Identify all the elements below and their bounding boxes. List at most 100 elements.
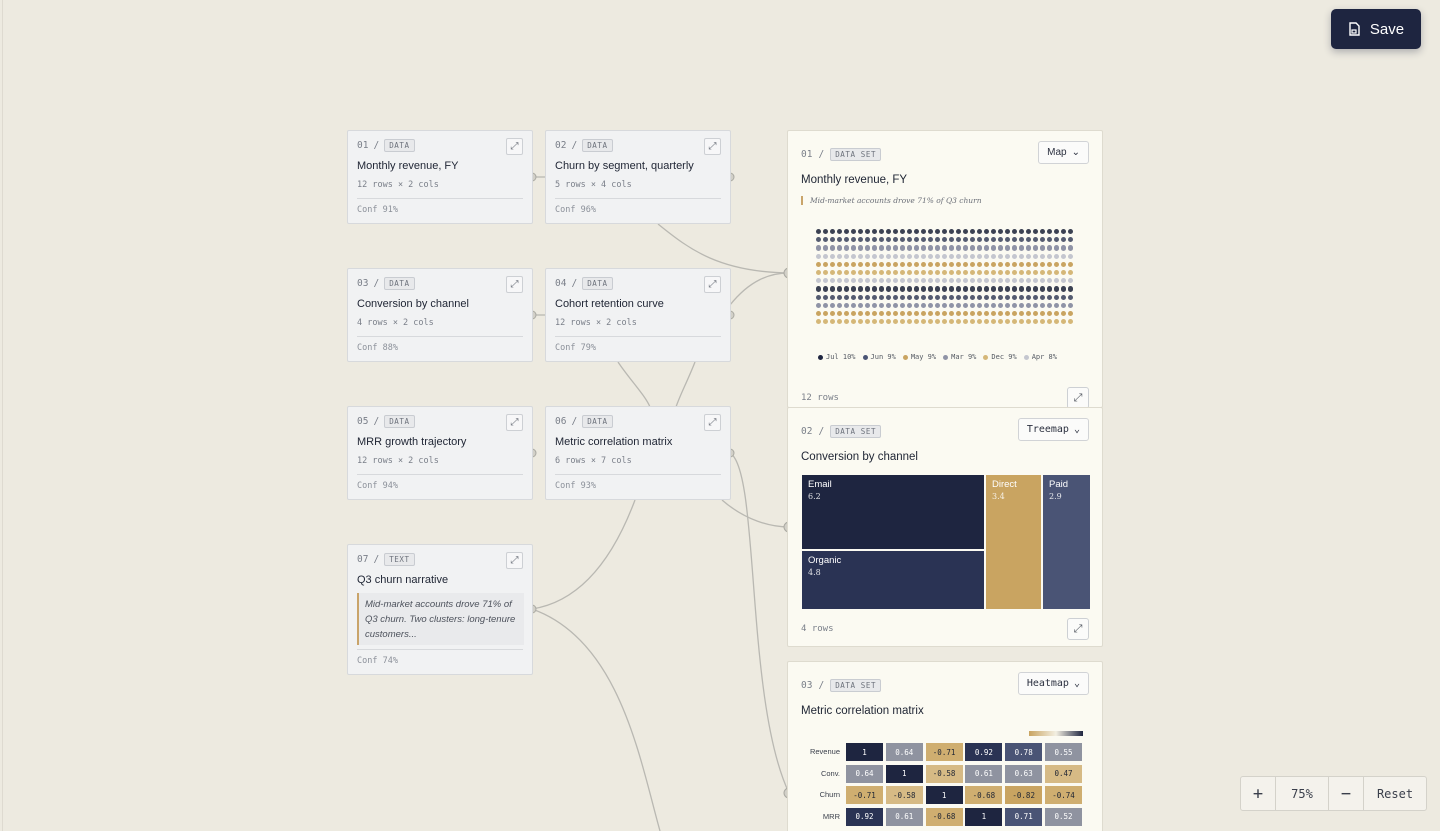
waffle-dot (956, 319, 962, 325)
treemap-tile[interactable]: Email 6.2 (801, 474, 985, 550)
zoom-out-button[interactable]: − (1329, 777, 1364, 810)
view-select[interactable]: Heatmap ⌄ (1017, 672, 1089, 695)
heatmap-cell[interactable]: 1 (964, 806, 1004, 827)
waffle-dot (900, 270, 906, 276)
waffle-dot (984, 270, 990, 276)
waffle-dot (970, 270, 976, 276)
expand-icon[interactable]: ⤢ (1067, 618, 1089, 640)
heatmap-cell[interactable]: -0.58 (924, 763, 964, 784)
save-button[interactable]: Save (1331, 9, 1421, 49)
waffle-dot (977, 261, 983, 267)
source-node[interactable]: 07 / TEXT ⤢ Q3 churn narrative Mid-marke… (347, 544, 533, 675)
wire-04-06a (617, 361, 651, 408)
waffle-dot (984, 237, 990, 243)
waffle-dot (1033, 237, 1039, 243)
heatmap-cell[interactable]: 0.71 (1004, 806, 1044, 827)
waffle-dot (991, 270, 997, 276)
heatmap-cell[interactable]: 1 (884, 763, 924, 784)
expand-icon[interactable]: ⤢ (506, 414, 523, 431)
heatmap-cell[interactable]: -0.71 (845, 785, 884, 805)
source-node[interactable]: 05 / DATA ⤢ MRR growth trajectory 12 row… (347, 406, 533, 500)
heatmap-cell[interactable]: 0.63 (1004, 763, 1044, 784)
waffle-dot (907, 278, 913, 284)
waffle-dot (1047, 311, 1053, 317)
waffle-dot (1019, 261, 1025, 267)
node-index: 04 (555, 278, 567, 289)
waffle-dot (900, 319, 906, 325)
source-node[interactable]: 06 / DATA ⤢ Metric correlation matrix 6 … (545, 406, 731, 500)
tile-label: Organic (808, 555, 842, 566)
source-node[interactable]: 03 / DATA ⤢ Conversion by channel 4 rows… (347, 268, 533, 362)
waffle-dot (823, 319, 829, 325)
heatmap-cell[interactable]: 0.61 (884, 806, 924, 827)
treemap-tile[interactable]: Organic 4.8 (801, 550, 985, 610)
heatmap-cell[interactable]: -0.71 (924, 742, 964, 762)
wire-07-06 (531, 499, 636, 610)
node-confidence: Conf 88% (357, 343, 398, 353)
panel-monthly-revenue[interactable]: 01 / DATA SET Map ⌄ Monthly revenue, FY … (787, 130, 1103, 408)
heatmap-cell[interactable]: 1 (845, 742, 884, 762)
waffle-dot (956, 286, 962, 292)
reset-button[interactable]: Reset (1376, 786, 1414, 801)
waffle-dot (872, 270, 878, 276)
wire-06-panel03 (729, 452, 790, 794)
waffle-dot (1040, 302, 1046, 308)
heatmap-cell[interactable]: 0.47 (1044, 763, 1083, 784)
expand-icon[interactable]: ⤢ (506, 138, 523, 155)
heatmap-cell[interactable]: 0.92 (964, 742, 1004, 762)
heatmap-cell[interactable]: -0.82 (1004, 785, 1044, 805)
expand-icon[interactable]: ⤢ (704, 414, 721, 431)
expand-icon[interactable]: ⤢ (506, 276, 523, 293)
waffle-dot (865, 270, 871, 276)
panel-conversion-by-channel[interactable]: 02 / DATA SET Treemap ⌄ Conversion by ch… (787, 407, 1103, 647)
heatmap-cell[interactable]: 0.78 (1004, 742, 1044, 762)
heatmap-cell[interactable]: -0.68 (964, 785, 1004, 805)
waffle-dot (921, 253, 927, 259)
waffle-dot (1040, 253, 1046, 259)
source-node[interactable]: 04 / DATA ⤢ Cohort retention curve 12 ro… (545, 268, 731, 362)
treemap-tile[interactable]: Paid 2.9 (1042, 474, 1091, 610)
waffle-dot (830, 261, 836, 267)
heatmap-cell[interactable]: 0.92 (845, 806, 884, 827)
waffle-dot (970, 229, 976, 235)
heatmap-cell[interactable]: 0.64 (884, 742, 924, 762)
waffle-dot (1005, 294, 1011, 300)
waffle-dot (942, 237, 948, 243)
waffle-dot (830, 294, 836, 300)
view-select[interactable]: Map ⌄ (1038, 141, 1089, 164)
heatmap-cell[interactable]: -0.68 (924, 806, 964, 827)
waffle-dot (816, 245, 822, 251)
treemap-tile[interactable]: Direct 3.4 (985, 474, 1042, 610)
waffle-dot (921, 237, 927, 243)
expand-icon[interactable]: ⤢ (704, 138, 721, 155)
heatmap-cell[interactable]: 0.61 (964, 763, 1004, 784)
expand-icon[interactable]: ⤢ (1067, 387, 1089, 407)
heatmap-cell[interactable]: -0.74 (1044, 785, 1083, 805)
expand-icon[interactable]: ⤢ (506, 552, 523, 569)
expand-icon[interactable]: ⤢ (704, 276, 721, 293)
heatmap-cell[interactable]: 0.55 (1044, 742, 1083, 762)
waffle-dot (823, 302, 829, 308)
panel-metric-correlation[interactable]: 03 / DATA SET Heatmap ⌄ Metric correlati… (787, 661, 1103, 831)
waffle-dot (1005, 302, 1011, 308)
heatmap-cell[interactable]: 1 (924, 785, 964, 805)
heatmap-cell[interactable]: 0.64 (845, 763, 884, 784)
waffle-dot (998, 270, 1004, 276)
source-node[interactable]: 02 / DATA ⤢ Churn by segment, quarterly … (545, 130, 731, 224)
source-node[interactable]: 01 / DATA ⤢ Monthly revenue, FY 12 rows … (347, 130, 533, 224)
waffle-dot (858, 319, 864, 325)
zoom-in-button[interactable]: + (1241, 777, 1276, 810)
waffle-dot (858, 237, 864, 243)
file-icon (1349, 22, 1360, 36)
view-select[interactable]: Treemap ⌄ (1017, 418, 1089, 441)
waffle-dot (1005, 270, 1011, 276)
waffle-dot (942, 245, 948, 251)
waffle-dot (886, 311, 892, 317)
heatmap-cell[interactable]: -0.58 (884, 785, 924, 805)
waffle-dot (956, 278, 962, 284)
legend-item: Jul 10% (818, 353, 856, 361)
waffle-dot (851, 245, 857, 251)
heatmap-cell[interactable]: 0.52 (1044, 806, 1083, 827)
waffle-dot (1012, 261, 1018, 267)
